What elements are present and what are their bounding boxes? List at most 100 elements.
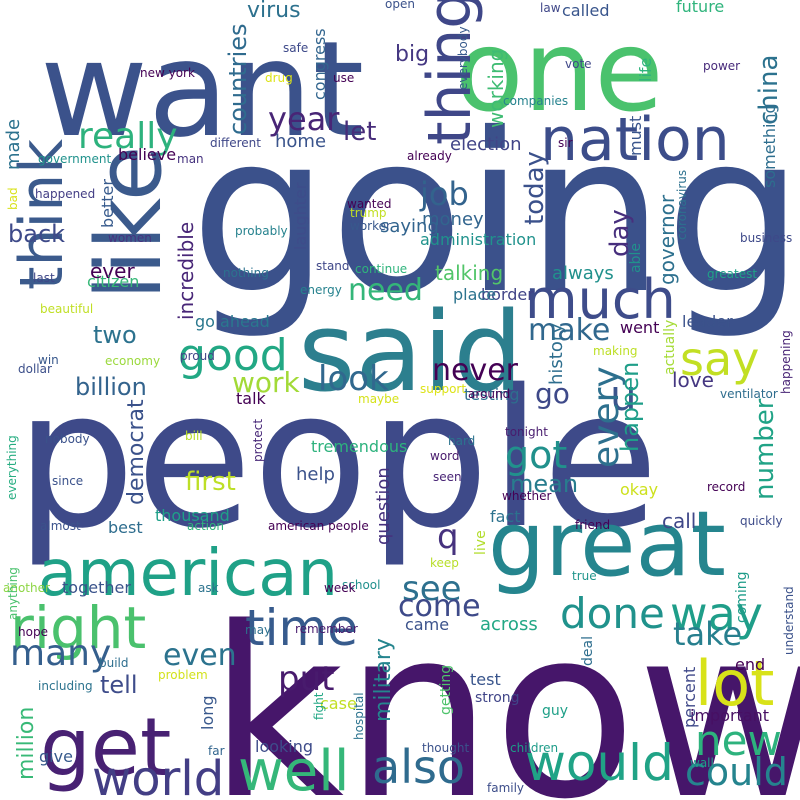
cloud-word: remember — [295, 622, 358, 636]
cloud-word: help — [296, 464, 335, 485]
cloud-word: must — [626, 116, 645, 156]
cloud-word: happening — [779, 330, 793, 394]
cloud-word: problem — [158, 668, 208, 682]
cloud-word: ventilator — [720, 387, 778, 401]
cloud-word: get — [40, 701, 171, 794]
cloud-word: coronavirus — [675, 170, 689, 240]
cloud-word: tonight — [505, 425, 548, 439]
cloud-word: big — [395, 42, 429, 67]
cloud-word: another — [3, 581, 50, 595]
cloud-word: together — [62, 578, 131, 597]
cloud-word: true — [572, 569, 597, 583]
cloud-word: whether — [502, 489, 551, 503]
cloud-word: well — [238, 739, 349, 800]
cloud-word: made — [3, 119, 24, 170]
cloud-word: use — [333, 71, 354, 85]
cloud-word: money — [422, 209, 484, 230]
cloud-word: election — [450, 134, 522, 155]
cloud-word: billion — [75, 373, 147, 401]
cloud-word: governor — [655, 194, 679, 285]
cloud-word: put — [278, 659, 334, 699]
cloud-word: way — [670, 587, 763, 641]
cloud-word: making — [593, 344, 638, 358]
cloud-word: nation — [540, 105, 730, 175]
cloud-word: understand — [782, 586, 796, 655]
cloud-word: probably — [235, 224, 288, 238]
cloud-word: one — [455, 7, 663, 137]
cloud-word: today — [520, 151, 550, 225]
cloud-word: greatest — [707, 267, 757, 281]
cloud-word: hard — [448, 434, 475, 448]
cloud-word: live — [473, 530, 489, 555]
cloud-word: actually — [662, 320, 678, 375]
cloud-word: need — [348, 273, 423, 308]
cloud-word: win — [38, 353, 59, 367]
cloud-word: test — [470, 670, 501, 689]
cloud-word: energy — [300, 283, 342, 297]
cloud-word: time — [245, 599, 358, 657]
cloud-word: countries — [224, 23, 252, 135]
cloud-word: let — [343, 117, 376, 147]
cloud-word: also — [372, 740, 465, 794]
cloud-word: case — [320, 694, 357, 713]
cloud-word: build — [99, 656, 129, 670]
cloud-word: school — [342, 578, 380, 592]
cloud-word: citizen — [87, 272, 139, 291]
cloud-word: come — [398, 589, 481, 624]
cloud-word: looking — [255, 737, 313, 756]
cloud-word: record — [707, 480, 745, 494]
cloud-word: question — [373, 467, 394, 545]
cloud-word: everybody — [456, 26, 470, 90]
cloud-word: know — [208, 578, 800, 800]
cloud-word: many — [10, 633, 111, 674]
cloud-word: democrat — [124, 399, 149, 505]
cloud-word: think — [7, 139, 77, 290]
cloud-word: guy — [542, 703, 568, 719]
cloud-word: already — [407, 149, 452, 163]
cloud-word: million — [14, 707, 39, 780]
cloud-word: said — [298, 288, 523, 416]
cloud-word: hope — [18, 625, 48, 639]
cloud-word: talk — [236, 389, 267, 408]
cloud-word: companies — [503, 94, 568, 108]
cloud-word: believe — [118, 145, 176, 164]
cloud-word: strong — [475, 690, 520, 706]
cloud-word: economy — [105, 354, 160, 368]
cloud-word: border — [481, 285, 534, 304]
cloud-word: wall — [690, 756, 714, 770]
cloud-word: got — [505, 433, 567, 477]
cloud-word: people — [15, 349, 659, 570]
cloud-word: would — [525, 734, 674, 792]
cloud-word: different — [210, 136, 261, 150]
cloud-word: talking — [435, 261, 503, 285]
cloud-word: incredible — [174, 222, 198, 320]
cloud-word: say — [680, 332, 759, 386]
cloud-word: beautiful — [40, 302, 93, 316]
cloud-word: vote — [565, 57, 592, 71]
cloud-word: make — [528, 313, 610, 348]
cloud-word: nothing — [223, 266, 269, 280]
cloud-word: open — [385, 0, 415, 11]
cloud-word: call — [662, 509, 696, 533]
cloud-word: really — [78, 116, 178, 157]
cloud-word: trump — [350, 206, 387, 220]
cloud-word: new — [695, 716, 782, 765]
cloud-word: thousand — [155, 506, 230, 525]
cloud-word: like — [77, 146, 182, 300]
cloud-word: since — [52, 474, 83, 488]
cloud-word: bad — [6, 187, 20, 210]
cloud-word: congress — [310, 28, 329, 100]
cloud-word: friend — [575, 518, 610, 532]
cloud-word: going — [190, 86, 800, 342]
cloud-word: could — [685, 750, 788, 794]
cloud-word: quickly — [740, 514, 783, 528]
cloud-word: maybe — [358, 392, 399, 406]
cloud-word: may — [245, 623, 271, 637]
cloud-word: including — [38, 679, 93, 693]
cloud-word: every — [586, 366, 627, 468]
cloud-word: never — [432, 353, 519, 388]
cloud-word: tremendous — [311, 437, 407, 456]
cloud-word: working — [484, 49, 508, 128]
cloud-word: far — [208, 744, 225, 758]
